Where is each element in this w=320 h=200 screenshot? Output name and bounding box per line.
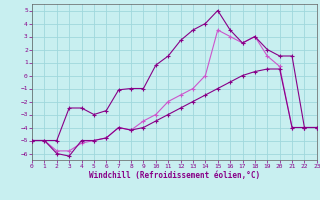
X-axis label: Windchill (Refroidissement éolien,°C): Windchill (Refroidissement éolien,°C) (89, 171, 260, 180)
